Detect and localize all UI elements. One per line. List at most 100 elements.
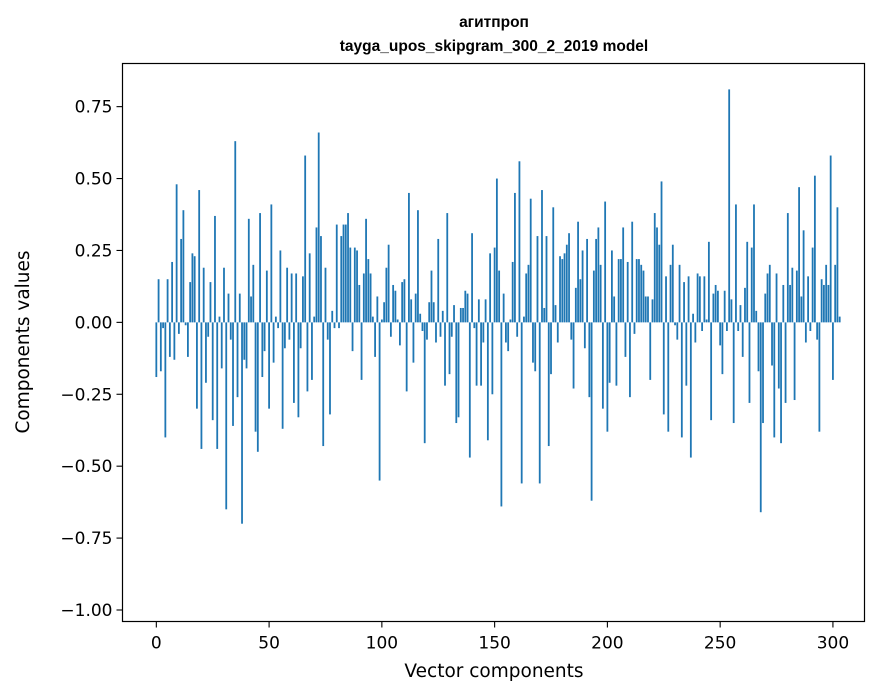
bar-component-149 [491,322,494,395]
bar-component-16 [191,253,194,323]
bar-component-69 [311,322,313,380]
bar-component-234 [683,282,685,323]
bar-component-237 [689,322,692,458]
bar-component-293 [816,322,819,340]
bar-component-40 [245,322,248,369]
bar-component-272 [768,264,771,323]
bar-component-118 [421,322,424,331]
bar-component-77 [329,322,331,415]
bar-component-155 [505,322,507,343]
bar-component-273 [771,322,773,366]
bar-component-143 [477,299,480,323]
bar-component-173 [545,236,548,323]
bar-component-112 [408,192,410,323]
bar-component-218 [647,296,649,323]
bar-component-268 [759,322,762,513]
bar-component-271 [766,273,769,323]
bar-component-172 [543,307,546,323]
bar-component-88 [353,247,356,323]
bar-component-5 [166,279,169,323]
bar-component-153 [500,322,503,507]
bar-component-94 [367,259,370,323]
bar-component-255 [730,299,733,323]
bar-component-154 [502,293,505,323]
x-tick-label: 50 [258,634,280,654]
bar-component-158 [511,261,514,323]
bar-component-101 [383,302,386,323]
bar-component-235 [685,322,688,386]
bar-component-72 [317,132,320,323]
bar-component-247 [712,293,715,323]
bar-component-111 [405,322,408,392]
y-tick-label: 0.00 [75,313,113,333]
x-tick-label: 0 [151,634,162,654]
bar-component-103 [387,244,390,323]
bar-component-290 [809,322,812,331]
bar-component-21 [202,267,205,323]
bar-component-160 [516,322,519,337]
bar-component-114 [412,322,415,363]
bar-component-134 [457,322,460,418]
bar-component-131 [450,322,453,337]
bar-component-42 [250,296,252,323]
bar-component-197 [599,264,602,323]
bar-component-266 [755,310,758,323]
bar-component-156 [507,322,510,352]
bar-component-256 [732,322,735,424]
bar-component-171 [541,190,543,323]
bar-component-298 [827,284,830,323]
bar-component-92 [362,273,365,323]
bar-component-151 [495,178,498,323]
bar-component-183 [568,233,570,323]
bar-component-150 [493,247,496,323]
x-axis-label: Vector components [404,661,583,682]
bar-component-120 [426,322,428,340]
x-tick-label: 150 [478,634,510,654]
bar-component-27 [216,322,219,449]
bar-component-12 [182,210,185,323]
bar-component-121 [428,302,431,323]
bar-component-157 [509,319,512,323]
bar-component-37 [238,293,241,323]
bar-component-166 [529,198,532,323]
bar-component-174 [547,322,550,447]
bar-component-54 [277,322,280,329]
bar-component-164 [525,273,528,323]
bar-component-152 [498,270,501,323]
x-tick-label: 250 [704,634,736,654]
bar-component-165 [527,264,530,323]
bar-component-182 [565,244,568,323]
bar-component-24 [209,282,212,323]
bar-component-75 [324,267,327,323]
bar-component-136 [462,307,464,323]
bar-component-206 [620,259,622,323]
bar-component-162 [520,322,523,484]
bar-component-76 [326,322,329,340]
bar-component-28 [218,316,221,323]
bar-component-159 [514,192,516,323]
bars-group [155,89,841,524]
bar-component-224 [660,181,663,323]
bar-component-142 [475,322,478,386]
bar-component-285 [798,187,800,323]
bar-component-23 [207,322,210,337]
bar-component-116 [417,210,419,323]
bar-component-192 [588,322,591,398]
bar-component-31 [225,322,228,510]
bar-component-125 [437,238,440,323]
bar-component-178 [556,322,559,343]
bar-component-248 [714,284,717,323]
bar-component-296 [823,284,825,323]
bar-component-179 [559,256,561,323]
bar-component-127 [441,310,444,323]
bar-component-84 [344,224,347,323]
bar-component-108 [399,322,401,346]
bar-component-55 [279,250,282,323]
bar-component-187 [577,221,579,323]
bar-component-98 [376,296,379,323]
chart-title: агитпроп [459,14,529,31]
bar-component-275 [775,273,778,323]
bar-component-240 [696,273,699,323]
bar-component-50 [268,322,270,409]
